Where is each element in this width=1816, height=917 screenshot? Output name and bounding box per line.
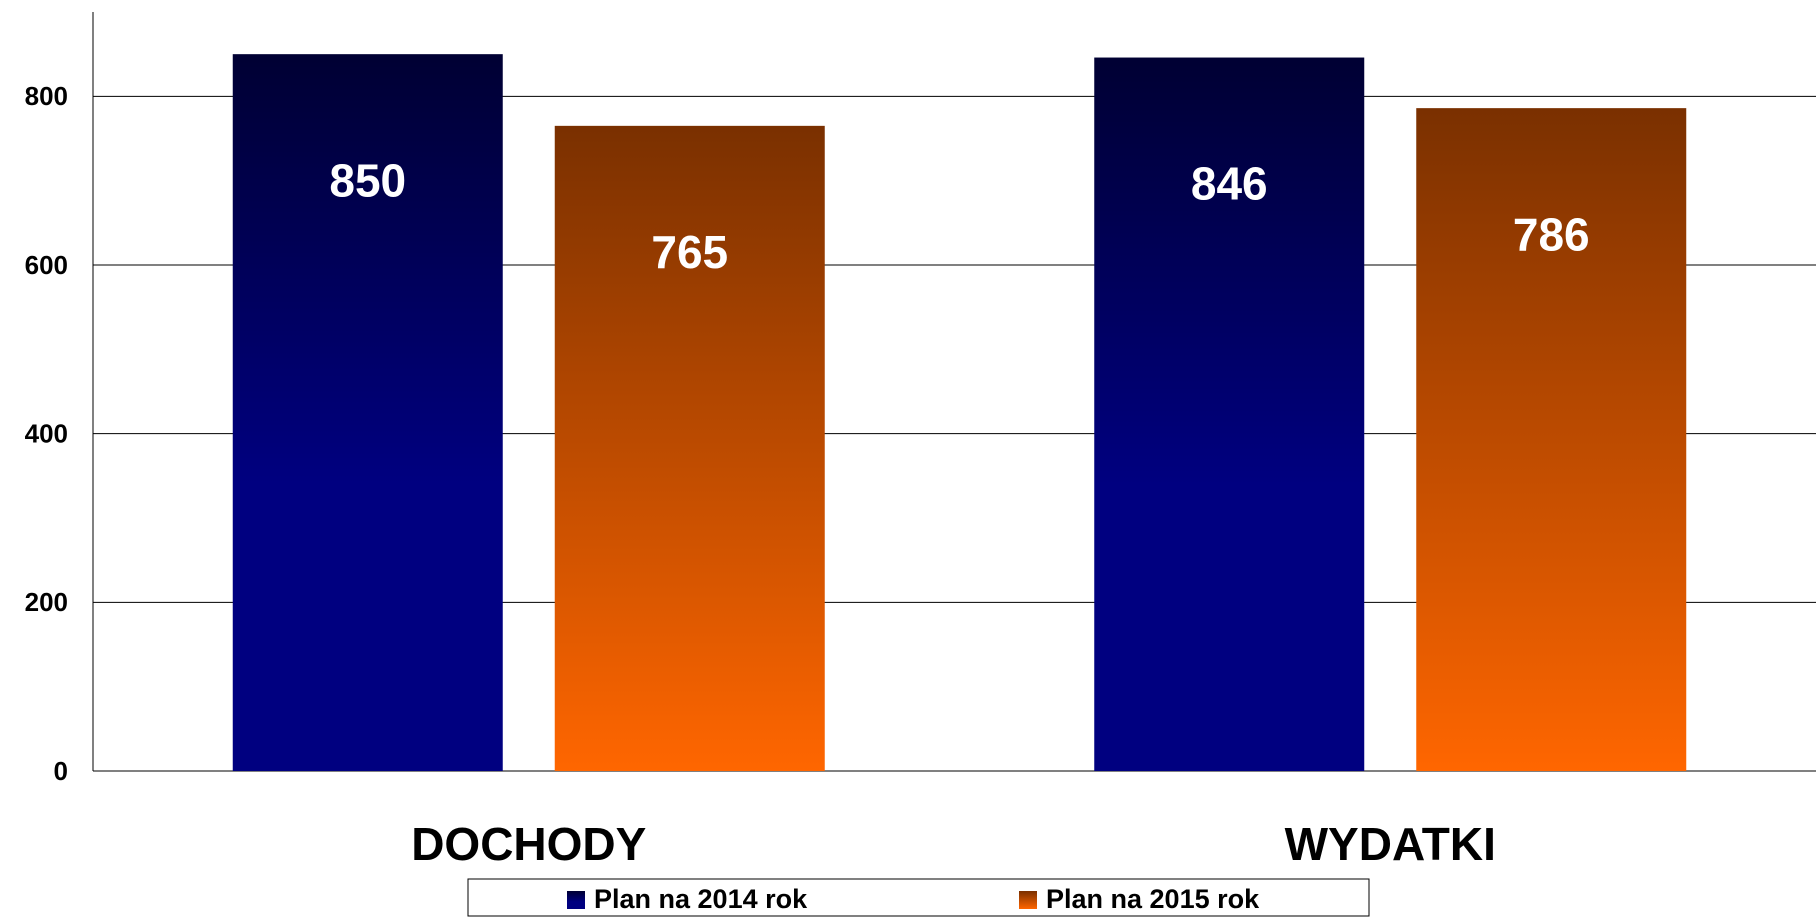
y-tick-label: 400 (25, 419, 68, 449)
legend-box (467, 878, 1370, 917)
bar (1094, 57, 1365, 772)
bar (554, 125, 825, 772)
bar (1416, 108, 1687, 771)
data-label: 850 (329, 154, 406, 206)
y-tick-label: 0 (54, 756, 68, 786)
data-label: 786 (1513, 208, 1590, 260)
legend-swatch (567, 891, 585, 909)
bar (232, 54, 503, 771)
data-label: 765 (651, 226, 728, 278)
legend-label: Plan na 2015 rok (1046, 884, 1260, 914)
y-tick-label: 800 (25, 81, 68, 111)
legend-swatch (1019, 891, 1037, 909)
data-label: 846 (1191, 158, 1268, 210)
y-tick-label: 600 (25, 250, 68, 280)
legend-label: Plan na 2014 rok (594, 884, 808, 914)
y-tick-label: 200 (25, 587, 68, 617)
x-tick-label: WYDATKI (1285, 818, 1496, 870)
x-tick-label: DOCHODY (411, 818, 646, 870)
